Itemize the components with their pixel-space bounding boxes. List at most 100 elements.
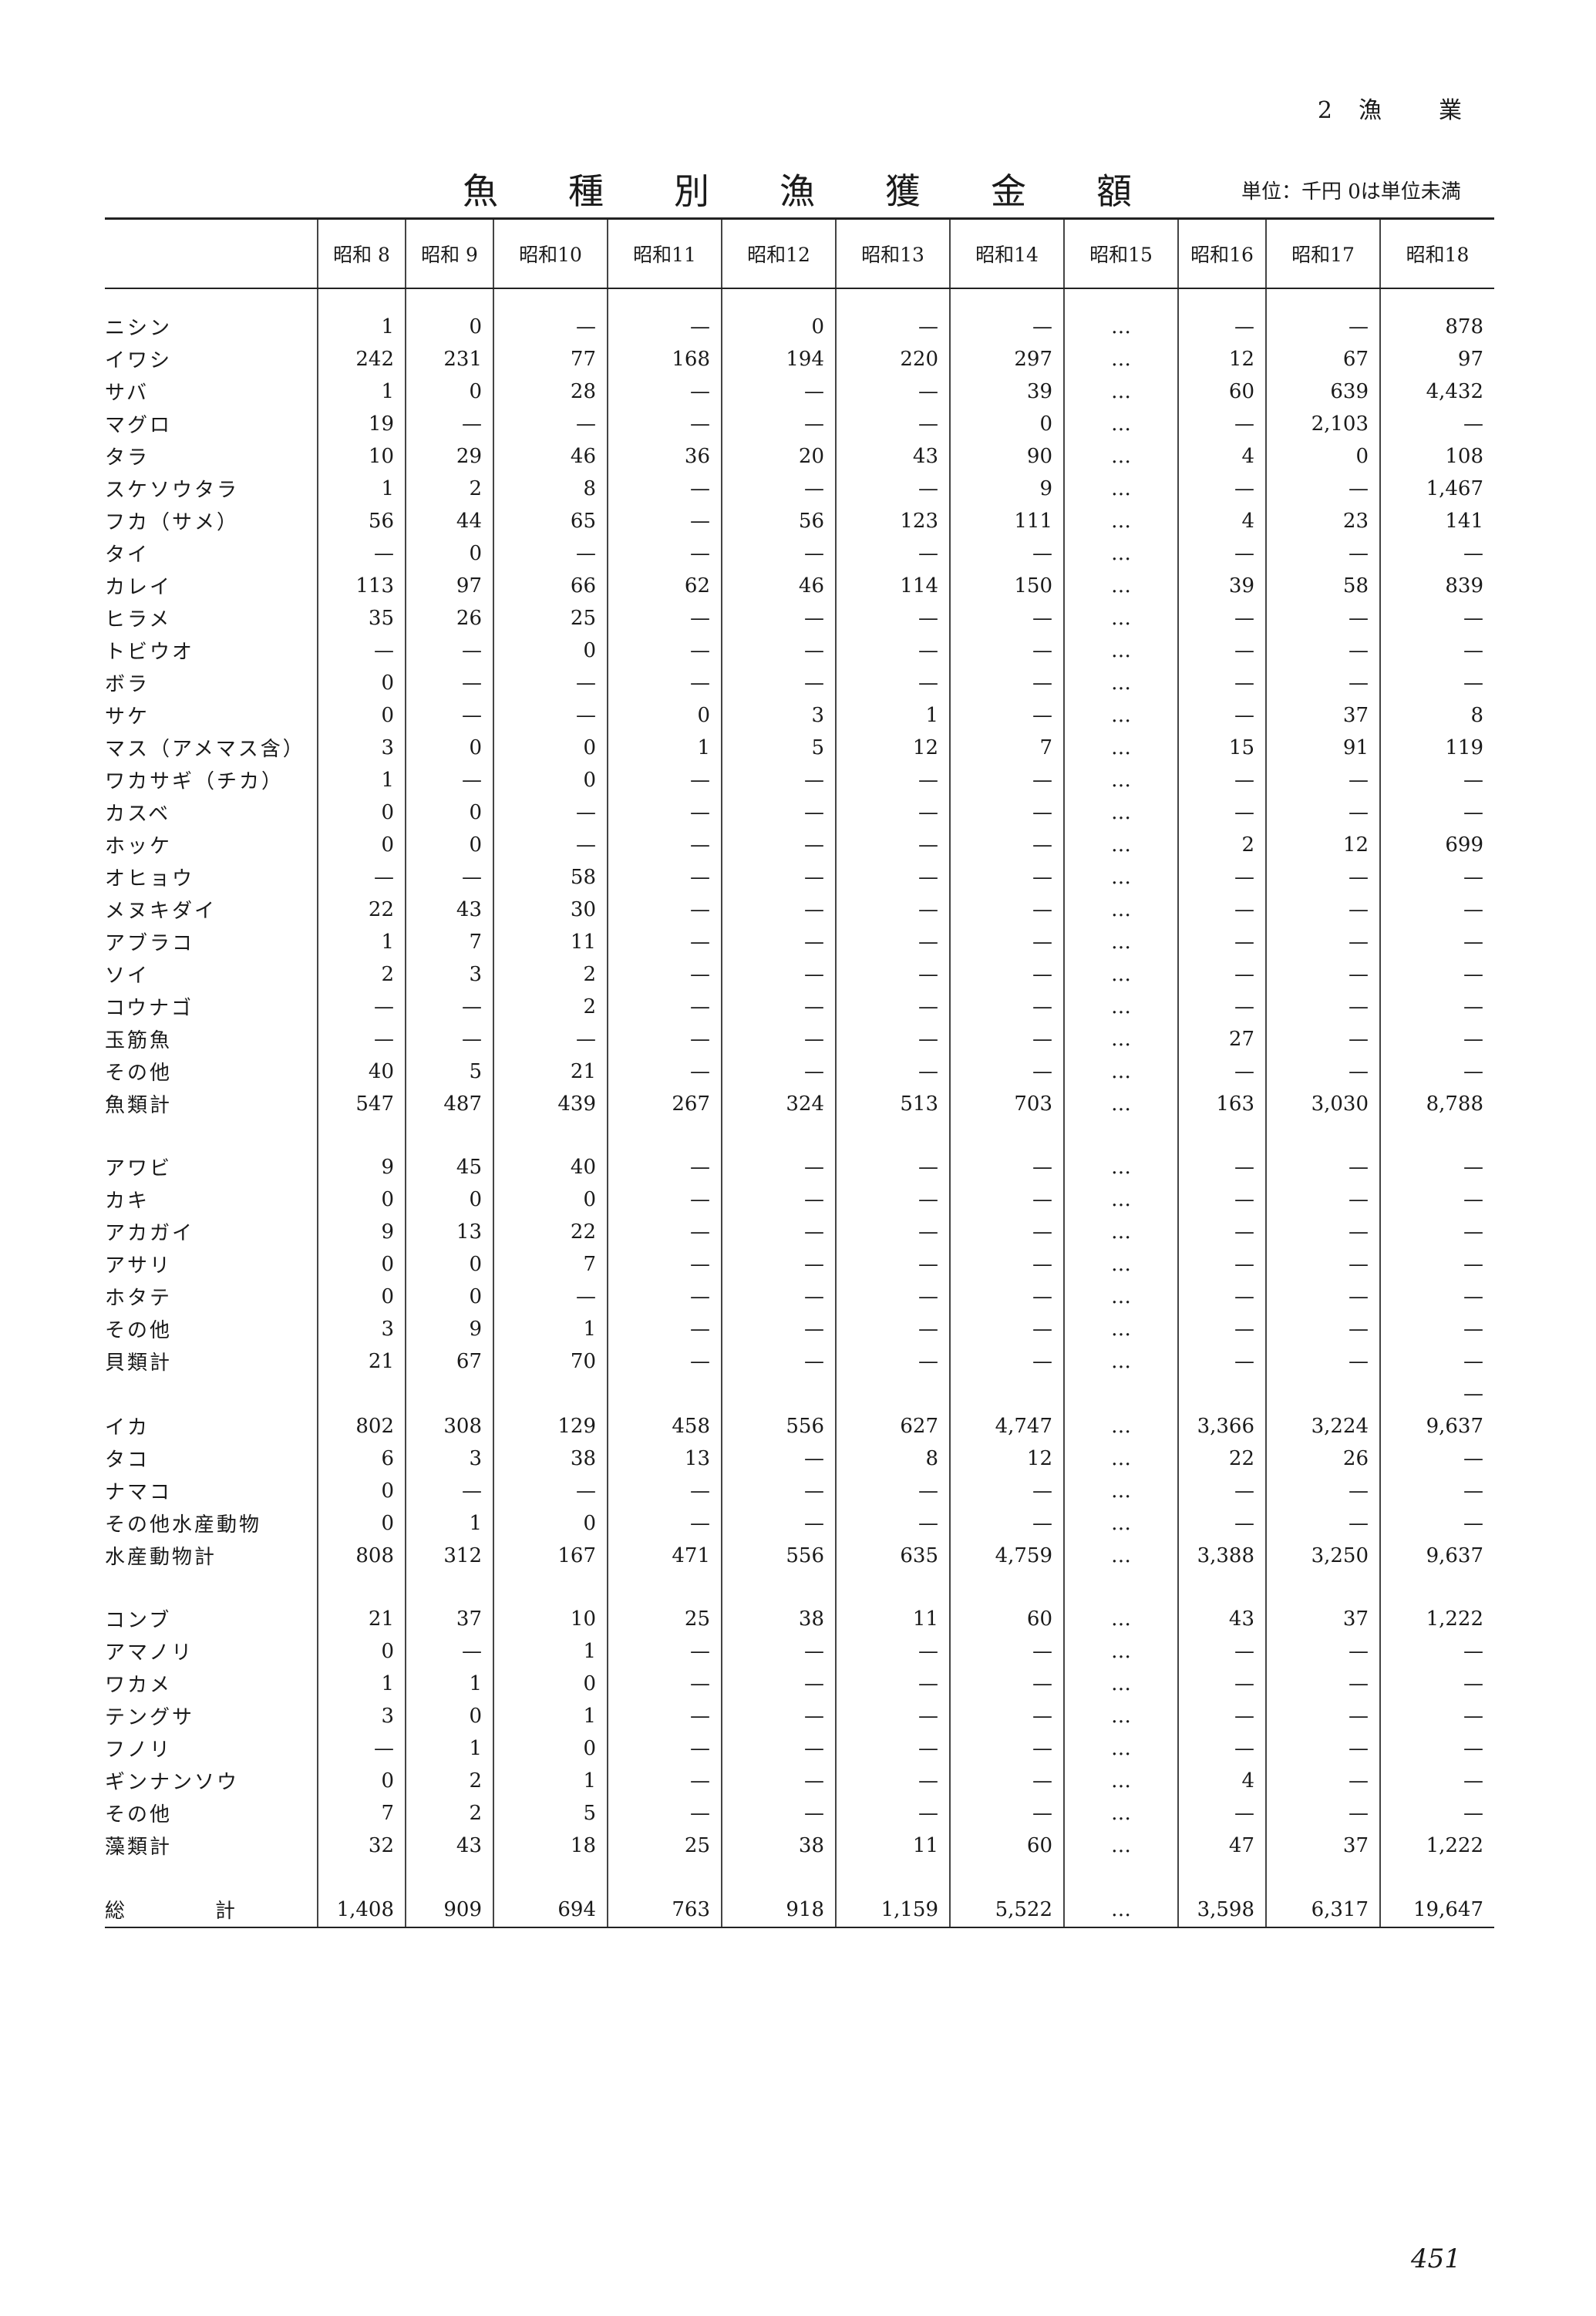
value-cell: 699 [1379,828,1494,861]
value-cell: 1,467 [1379,472,1494,505]
value-cell: — [1177,1634,1266,1668]
unit-note: 単位：千円 0は単位未満 [1241,180,1461,204]
spacer-cell [607,1571,722,1603]
table-row: アワビ 9 45 40— — — —… — — — [105,1150,1494,1183]
value-cell: 0 [317,1764,406,1797]
value-cell: — [1379,1474,1494,1507]
value-cell: — [949,699,1064,732]
value-cell: 9 [317,1215,406,1248]
value-cell: … [1063,375,1178,408]
value-cell: 28 [493,375,608,408]
row-label: ヒラメ [105,608,172,631]
value-cell: … [1063,796,1178,829]
total-label-char: 計 [214,1900,237,1923]
value-cell: 324 [721,1087,836,1120]
column-header: 昭和13 [835,217,950,289]
value-cell: 0 [493,634,608,667]
value-cell: 703 [949,1087,1064,1120]
value-cell: — [1265,1732,1380,1765]
value-cell: — [405,666,493,699]
row-label: ワカサギ（チカ） [105,770,285,793]
value-cell: — [1379,796,1494,829]
value-cell: 1 [493,1312,608,1345]
value-cell: 8 [835,1442,950,1475]
value-cell: — [835,860,950,894]
value-cell: 3 [721,699,836,732]
value-cell: — [835,893,950,926]
table-body: ニシン 1 0— —0— —… — —878 イワシ 242 231 77 168 194 220 297…… [105,288,1494,1928]
value-cell: 27 [1177,1022,1266,1055]
value-cell: 1 [405,1667,493,1700]
value-cell: — [835,1796,950,1830]
value-cell: 77 [493,342,608,375]
value-cell: 2 [405,1796,493,1830]
value-cell: — [949,1312,1064,1345]
table-row: ソイ 2 3 2— — — —… — — — [105,958,1494,991]
row-label: アブラコ [105,932,195,955]
value-cell: 19 [317,407,406,440]
value-cell: — [721,1634,836,1668]
value-cell: 1 [607,731,722,764]
value-cell: — [949,1634,1064,1668]
value-cell: — [1379,1247,1494,1281]
value-cell: 22 [317,893,406,926]
row-label: フカ（サメ） [105,511,240,534]
spacer-row [105,1861,1494,1893]
value-cell: — [949,601,1064,635]
value-cell: 56 [317,504,406,537]
value-cell: 36 [607,439,722,473]
value-cell: — [607,893,722,926]
value-cell: — [317,990,406,1023]
value-cell: … [1063,601,1178,635]
value-cell: — [949,1022,1064,1055]
value-cell: — [1379,1150,1494,1183]
value-cell: — [607,472,722,505]
value-cell: — [949,310,1064,343]
table-row: テングサ 3 0 1— — — —… — — — [105,1699,1494,1732]
table-row: マグロ 19— — — — —0… —2,103— [105,407,1494,440]
value-cell: — [1265,601,1380,635]
value-cell: 60 [949,1602,1064,1635]
value-cell: — [607,958,722,991]
value-cell: — [835,310,950,343]
value-cell: … [1063,1183,1178,1216]
value-cell: 1 [493,1699,608,1732]
value-cell: 21 [493,1055,608,1088]
table-row: アマノリ 0—1— — — —… — — — [105,1634,1494,1668]
value-cell: — [1177,699,1266,732]
chapter-number: 2 [1317,97,1335,124]
value-cell: — [721,634,836,667]
value-cell: — [949,828,1064,861]
value-cell: 91 [1265,731,1380,764]
table-row: カキ 0 0 0— — — —… — — — [105,1183,1494,1216]
value-cell: — [835,925,950,958]
value-cell: 56 [721,504,836,537]
row-label: 総計 [105,1892,318,1928]
row-label: カレイ [105,576,173,599]
row-label: 水産動物計 [105,1546,217,1569]
spacer-cell [835,288,950,311]
value-cell: … [1063,925,1178,958]
spacer-cell [493,288,608,311]
value-cell: 43 [405,1829,493,1862]
value-cell [1063,1377,1178,1410]
value-cell: 22 [1177,1442,1266,1475]
value-cell: — [1177,1506,1266,1540]
value-cell: 12 [949,1442,1064,1475]
value-cell: — [1379,1506,1494,1540]
value-cell: 113 [317,569,406,602]
value-cell: 13 [607,1442,722,1475]
row-label: イワシ [105,349,173,372]
value-cell: 35 [317,601,406,635]
value-cell: 12 [1177,342,1266,375]
spacer-cell [1177,1571,1266,1603]
value-cell: — [1265,1280,1380,1313]
value-cell: 39 [1177,569,1266,602]
value-cell: — [607,1247,722,1281]
value-cell: 18 [493,1829,608,1862]
value-cell: — [949,1215,1064,1248]
value-cell: — [721,1055,836,1088]
value-cell: — [1177,1247,1266,1281]
value-cell: … [1063,1667,1178,1700]
value-cell: 231 [405,342,493,375]
